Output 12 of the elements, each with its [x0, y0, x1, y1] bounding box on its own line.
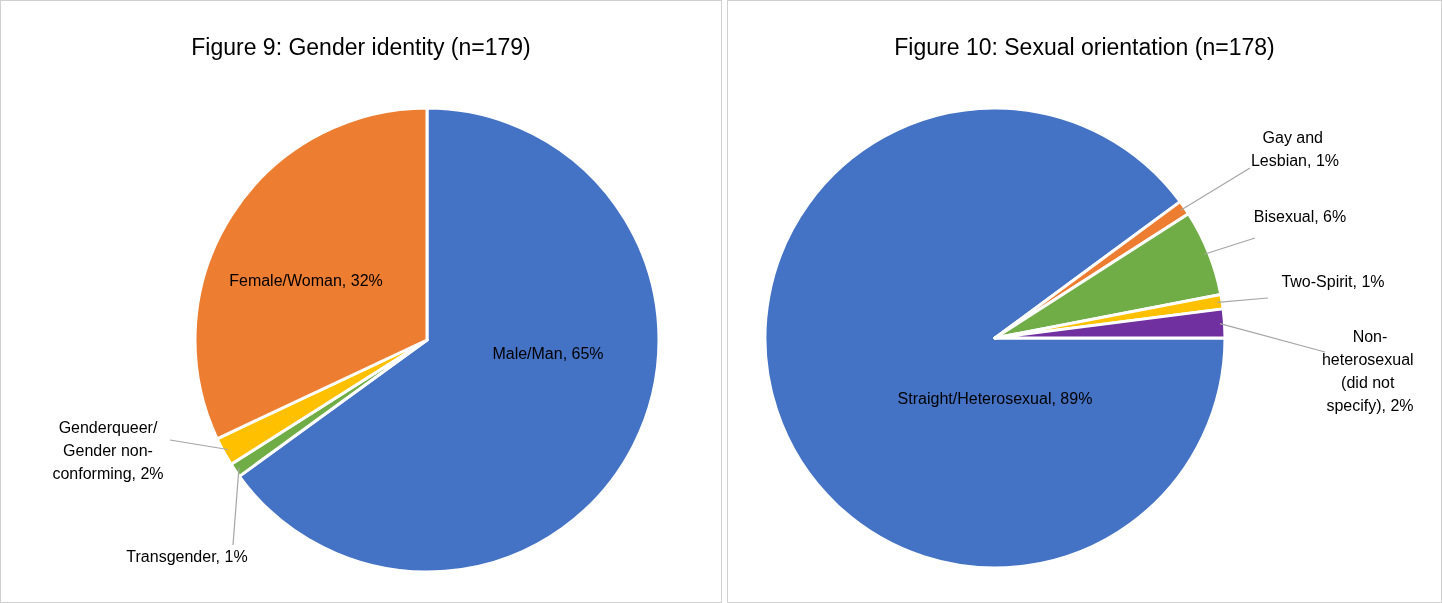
slice-label: Genderqueer/Gender non-conforming, 2%: [52, 419, 164, 483]
slice-label: Bisexual, 6%: [1253, 208, 1347, 226]
chart-title: Figure 9: Gender identity (n=179): [191, 34, 531, 60]
pie-slice: [763, 106, 1227, 570]
slice-label: Non-heterosexual (did not specify), 2%: [1321, 327, 1419, 414]
slice-label: Male/Man, 65%: [492, 345, 604, 363]
slice-label: Straight/Heterosexual, 89%: [897, 390, 1093, 408]
slice-label: Female/Woman, 32%: [229, 272, 383, 290]
slice-label: Gay and Lesbian, 1%: [1250, 128, 1340, 169]
slice-label: Transgender, 1%: [126, 548, 248, 566]
slice-label: Two-Spirit, 1%: [1281, 273, 1385, 291]
chart-title: Figure 10: Sexual orientation (n=178): [894, 34, 1275, 60]
